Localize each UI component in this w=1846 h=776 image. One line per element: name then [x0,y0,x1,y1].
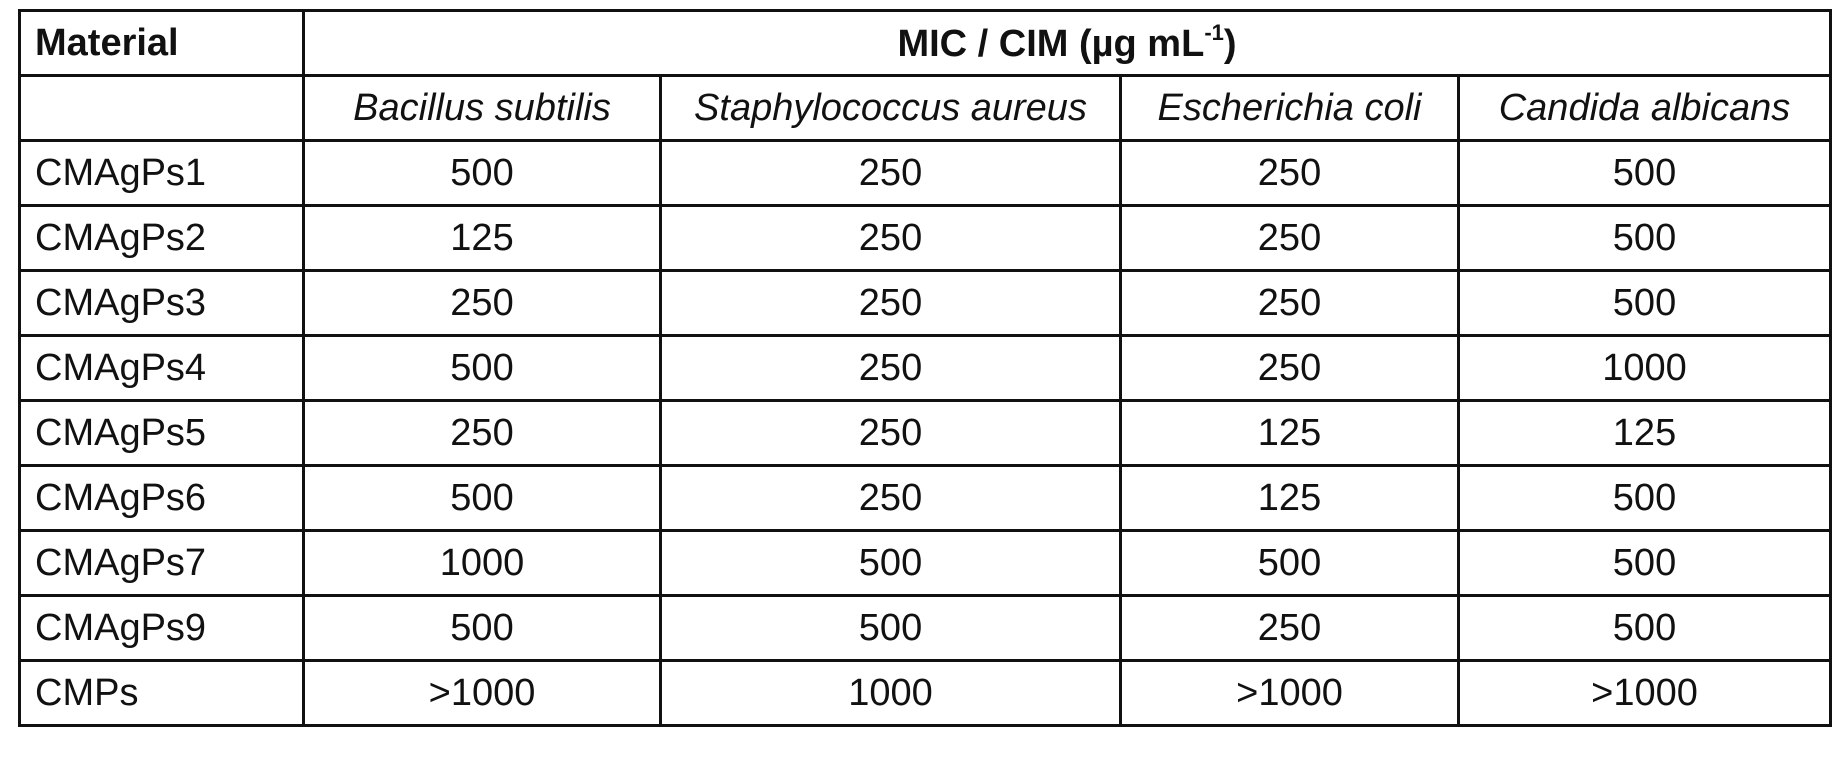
species-header: Staphylococcus aureus [659,74,1122,142]
table-row: CMAgPs5 250 250 125 125 [18,399,1832,467]
mic-value: 250 [302,399,662,467]
mic-value: 1000 [1457,334,1832,402]
material-name: CMAgPs4 [18,334,305,402]
mic-value: 250 [659,269,1122,337]
mic-value: 500 [659,594,1122,662]
material-header: Material [18,9,305,77]
mic-value: 500 [302,464,662,532]
group-header: MIC / CIM (µg mL-1) [302,9,1832,77]
mic-value: 250 [1119,334,1460,402]
mic-value: >1000 [1457,659,1832,727]
material-name: CMAgPs2 [18,204,305,272]
mic-value: 125 [1457,399,1832,467]
material-name: CMAgPs7 [18,529,305,597]
table-row: CMAgPs9 500 500 250 500 [18,594,1832,662]
mic-value: 125 [1119,464,1460,532]
mic-value: 500 [1457,529,1832,597]
mic-value: 500 [659,529,1122,597]
material-name: CMPs [18,659,305,727]
mic-value: 500 [302,139,662,207]
group-title: MIC / CIM (µg mL [897,23,1205,65]
mic-value: 500 [302,334,662,402]
mic-value: 250 [302,269,662,337]
mic-value: 125 [1119,399,1460,467]
material-name: CMAgPs3 [18,269,305,337]
mic-value: >1000 [1119,659,1460,727]
mic-value: 250 [1119,139,1460,207]
mic-value: >1000 [302,659,662,727]
mic-value: 250 [659,464,1122,532]
mic-value: 125 [302,204,662,272]
table-row: CMAgPs6 500 250 125 500 [18,464,1832,532]
mic-value: 250 [659,399,1122,467]
mic-value: 500 [302,594,662,662]
mic-value: 250 [659,139,1122,207]
material-name: CMAgPs5 [18,399,305,467]
mic-value: 250 [659,204,1122,272]
mic-value: 500 [1457,269,1832,337]
mic-value: 500 [1457,594,1832,662]
mic-value: 250 [1119,594,1460,662]
mic-value: 500 [1457,464,1832,532]
mic-value: 1000 [659,659,1122,727]
species-header: Candida albicans [1457,74,1832,142]
material-name: CMAgPs6 [18,464,305,532]
mic-value: 250 [1119,204,1460,272]
species-header: Escherichia coli [1119,74,1460,142]
table-row: CMAgPs1 500 250 250 500 [18,139,1832,207]
mic-value: 250 [659,334,1122,402]
group-title-sup: -1 [1204,20,1224,45]
mic-value: 500 [1457,139,1832,207]
table-row: CMAgPs7 1000 500 500 500 [18,529,1832,597]
mic-table: Material MIC / CIM (µg mL-1) Bacillus su… [18,9,1832,727]
table-row: CMAgPs3 250 250 250 500 [18,269,1832,337]
material-name: CMAgPs1 [18,139,305,207]
mic-value: 250 [1119,269,1460,337]
species-row: Bacillus subtilis Staphylococcus aureus Es… [18,74,1832,142]
group-title-end: ) [1223,23,1237,65]
mic-value: 500 [1457,204,1832,272]
table-body: CMAgPs1 500 250 250 500 CMAgPs2 125 250 250 500 CM… [18,139,1832,727]
material-name: CMAgPs9 [18,594,305,662]
mic-value: 1000 [302,529,662,597]
table-row: CMAgPs2 125 250 250 500 [18,204,1832,272]
table-row: CMAgPs4 500 250 250 1000 [18,334,1832,402]
table-row: CMPs >1000 1000 >1000 >1000 [18,659,1832,727]
species-header: Bacillus subtilis [302,74,662,142]
mic-value: 500 [1119,529,1460,597]
empty-cell [18,74,305,142]
